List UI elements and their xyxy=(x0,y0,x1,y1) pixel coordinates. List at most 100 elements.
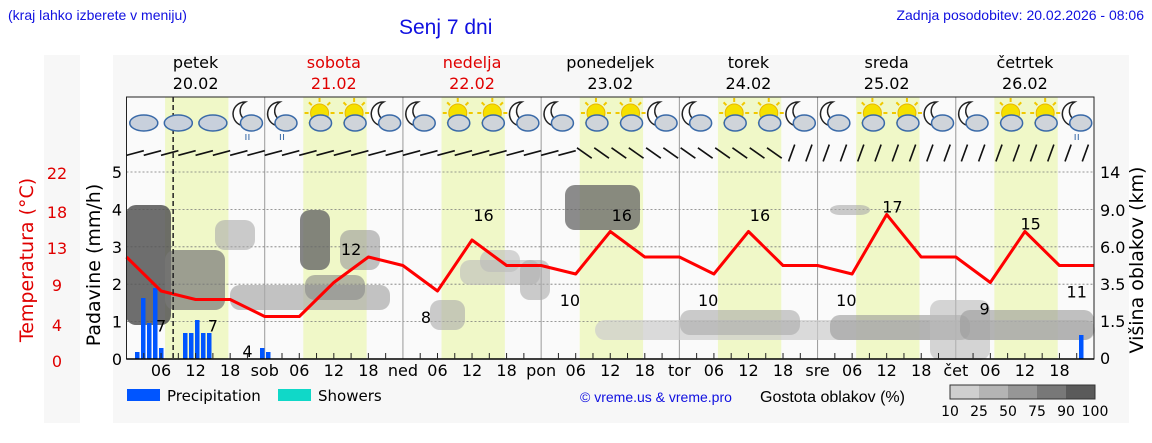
precipitation-bar xyxy=(1079,335,1084,359)
temperature-axis-label: Temperatura (°C) xyxy=(16,178,38,343)
cloud-density-area xyxy=(126,205,171,325)
hour-label: 12 xyxy=(1015,361,1035,380)
precipitation-bar xyxy=(266,352,271,359)
cloud-density-area xyxy=(680,310,800,335)
hour-label: 12 xyxy=(324,361,344,380)
precipitation-tick: 4 xyxy=(112,200,122,219)
hour-label: 18 xyxy=(1049,361,1069,380)
sun-cloud-icon xyxy=(857,98,888,132)
temperature-label: 8 xyxy=(421,308,431,327)
hour-label: 06 xyxy=(151,361,171,380)
day-name-5: sreda xyxy=(864,53,908,72)
moon-cloud-icon xyxy=(957,101,989,132)
cloud-density-area xyxy=(830,205,870,215)
sun-cloud-icon xyxy=(615,98,646,132)
hour-label: 18 xyxy=(496,361,516,380)
wind-barb-icon xyxy=(126,149,145,157)
wind-barb-icon xyxy=(822,144,831,162)
wind-barb-icon xyxy=(316,149,335,157)
cloud-density-swatch xyxy=(1066,385,1095,399)
temperature-tick: 0 xyxy=(52,352,62,371)
wind-barb-icon xyxy=(299,149,317,157)
precipitation-tick: 1 xyxy=(112,313,122,332)
temperature-label: 16 xyxy=(750,206,770,225)
moon-cloud-rain-icon: ıı xyxy=(1061,101,1093,143)
day-name-3: ponedeljek xyxy=(566,53,655,72)
wind-barb-icon xyxy=(611,147,627,159)
precipitation-bar xyxy=(195,320,200,359)
wind-barb-icon xyxy=(540,149,559,157)
cloud-density-area xyxy=(215,220,255,250)
wind-barb-icon xyxy=(593,147,610,159)
wind-barb-icon xyxy=(419,149,438,157)
hour-label: 06 xyxy=(704,361,724,380)
temperature-tick: 22 xyxy=(47,164,67,183)
moon-cloud-rain-icon: ıı xyxy=(266,101,298,143)
hour-label: 12 xyxy=(462,361,482,380)
wind-barb-icon xyxy=(247,149,265,157)
wind-barb-icon xyxy=(471,149,490,157)
day-short-label: čet xyxy=(943,361,968,380)
wind-barb-icon xyxy=(576,147,593,159)
wind-barb-icon xyxy=(402,149,421,157)
day-date-5: 25.02 xyxy=(864,74,910,93)
cloud-density-swatch xyxy=(1008,385,1037,399)
cloud-density-area xyxy=(340,230,380,270)
svg-text:ıı: ıı xyxy=(1074,130,1080,143)
sun-cloud-icon xyxy=(304,98,335,132)
day-short-label: sre xyxy=(805,361,829,380)
cloud-height-tick: 6.0 xyxy=(1100,238,1125,257)
wind-barb-icon xyxy=(350,149,369,157)
temperature-label: 7 xyxy=(156,317,166,336)
day-date-4: 24.02 xyxy=(726,74,772,93)
moon-cloud-icon xyxy=(819,101,851,132)
moon-cloud-icon xyxy=(681,101,713,132)
wind-barb-icon xyxy=(523,149,542,157)
precipitation-bar xyxy=(135,352,140,359)
wind-barb-icon xyxy=(160,149,179,157)
precipitation-bar xyxy=(260,348,265,359)
cloud-height-tick: 14 xyxy=(1100,163,1120,182)
wind-barb-icon xyxy=(1064,144,1072,162)
temperature-label: 17 xyxy=(882,198,902,217)
wind-barb-icon xyxy=(1081,144,1090,162)
hour-label: 18 xyxy=(635,361,655,380)
moon-cloud-icon xyxy=(405,101,436,132)
temperature-label: 9 xyxy=(979,300,989,319)
cloud-density-tick: 90 xyxy=(1057,404,1075,420)
wind-barb-icon xyxy=(368,149,386,157)
wind-barb-icon xyxy=(178,149,196,157)
hour-label: 18 xyxy=(911,361,931,380)
precipitation-bar xyxy=(207,333,212,359)
wind-barb-icon xyxy=(385,149,404,157)
showers-legend-label: Showers xyxy=(318,387,382,405)
wind-barb-icon xyxy=(489,149,507,157)
precipitation-tick: 5 xyxy=(112,163,122,182)
cloud-density-area xyxy=(960,310,1094,340)
rain-cloud-icon xyxy=(129,114,159,132)
hour-label: 12 xyxy=(600,361,620,380)
temperature-label: 7 xyxy=(208,317,218,336)
temperature-label: 10 xyxy=(560,291,580,310)
copyright-link: © vreme.us & vreme.pro xyxy=(580,389,732,405)
wind-barb-icon xyxy=(506,149,525,157)
wind-barb-icon xyxy=(960,144,969,162)
temperature-label: 12 xyxy=(341,240,361,259)
wind-barb-icon xyxy=(212,149,231,157)
precipitation-bar xyxy=(147,323,152,359)
cloud-height-tick: 0 xyxy=(1100,349,1110,368)
sun-cloud-icon xyxy=(1030,98,1061,132)
wind-barb-icon xyxy=(1046,144,1055,162)
cloud-density-tick: 100 xyxy=(1082,404,1109,420)
temperature-label: 16 xyxy=(473,206,493,225)
wind-barb-icon xyxy=(680,147,696,159)
cloud-height-tick: 1.5 xyxy=(1100,312,1125,331)
temperature-tick: 4 xyxy=(52,316,62,335)
temperature-label: 16 xyxy=(612,206,632,225)
sun-cloud-icon xyxy=(995,98,1026,132)
day-name-1: sobota xyxy=(307,53,361,72)
day-short-label: tor xyxy=(668,361,691,380)
wind-barb-icon xyxy=(749,147,765,159)
moon-cloud-icon xyxy=(543,101,575,132)
